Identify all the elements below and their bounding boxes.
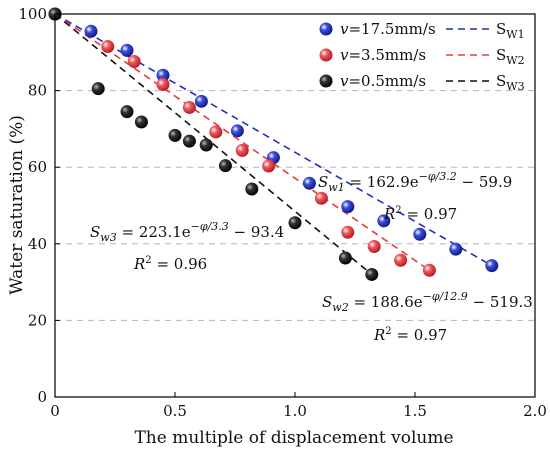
series-0-point-7 — [302, 176, 316, 190]
x-tick-label-2: 1.0 — [283, 402, 307, 420]
series-1-point-2 — [127, 54, 141, 68]
y-axis-title: Water saturation (%) — [7, 115, 27, 295]
x-tick-label-4: 2.0 — [523, 402, 547, 420]
series-2-point-6 — [199, 138, 213, 152]
annotation-w2: Sw2 = 188.6e−φ/12.9 − 519.3 R2 = 0.97 — [322, 290, 533, 344]
x-tick-label-1: 0.5 — [163, 402, 187, 420]
series-1-point-6 — [235, 143, 249, 157]
series-2-point-3 — [134, 115, 148, 129]
tick-labels: 0 0.5 1.0 1.5 2.0 0 20 40 60 80 100 — [18, 5, 547, 420]
axes — [54, 13, 536, 398]
annotation-w1-equation: Sw1 = 162.9e−φ/3.2 − 59.9 — [318, 170, 512, 194]
series-1-point-7 — [262, 159, 276, 173]
x-tick-label-3: 1.5 — [403, 402, 427, 420]
annotation-w3-r2: R2 = 0.96 — [133, 255, 207, 273]
annotation-w2-equation: Sw2 = 188.6e−φ/12.9 − 519.3 — [322, 290, 533, 314]
y-tick-label-3: 60 — [28, 158, 47, 176]
annotation-w1-r2: R2 = 0.97 — [383, 205, 457, 223]
fit-line-sw2 — [54, 13, 430, 271]
series-1-point-9 — [341, 225, 355, 239]
series-1-point-4 — [182, 100, 196, 114]
series-1-point-10 — [367, 239, 381, 253]
series-0-point-10 — [413, 227, 427, 241]
annotation-w3-equation: Sw3 = 223.1e−φ/3.3 − 93.4 — [90, 220, 284, 244]
series-2-point-2 — [120, 105, 134, 119]
series-2-point-9 — [288, 216, 302, 230]
legend: v=17.5mm/s SW1 v=3.5mm/s SW2 v=0.5mm/s SW3 — [319, 20, 525, 93]
series-2-point-1 — [91, 82, 105, 96]
series-0-point-3 — [156, 68, 170, 82]
series-2-point-10 — [338, 251, 352, 265]
series-1-point-8 — [314, 191, 328, 205]
series-2-point-11 — [365, 267, 379, 281]
legend-label-2: v=0.5mm/s — [340, 72, 426, 90]
annotation-w2-r2: R2 = 0.97 — [373, 326, 447, 344]
y-tick-label-1: 20 — [28, 311, 47, 329]
x-tick-label-0: 0 — [50, 402, 60, 420]
series-2-point-4 — [168, 128, 182, 142]
series-1-point-1 — [101, 40, 115, 54]
series-0-point-12 — [485, 259, 499, 273]
legend-fit-label-0: SW1 — [496, 20, 525, 41]
legend-marker-1 — [319, 48, 333, 62]
series-1-point-11 — [394, 253, 408, 267]
series-0-point-8 — [341, 200, 355, 214]
series-1-point-3 — [156, 77, 170, 91]
series-2-point-7 — [218, 159, 232, 173]
series-1-point-12 — [422, 263, 436, 277]
legend-label-0: v=17.5mm/s — [340, 20, 436, 38]
grid-lines — [55, 90, 535, 321]
legend-fit-label-1: SW2 — [496, 46, 525, 67]
series-0-point-4 — [194, 94, 208, 108]
series-2-point-8 — [245, 182, 259, 196]
series-0-point-11 — [449, 242, 463, 256]
y-tick-label-2: 40 — [28, 235, 47, 253]
legend-marker-0 — [319, 22, 333, 36]
series-0-point-2 — [120, 43, 134, 57]
y-tick-label-5: 100 — [18, 5, 47, 23]
plot-frame — [54, 13, 536, 398]
series-2-point-5 — [182, 134, 196, 148]
fit-line-sw3 — [54, 13, 373, 276]
annotation-w1: Sw1 = 162.9e−φ/3.2 − 59.9 R2 = 0.97 — [318, 170, 512, 223]
legend-marker-2 — [319, 74, 333, 88]
legend-label-1: v=3.5mm/s — [340, 46, 426, 64]
series-0-point-1 — [84, 24, 98, 38]
y-tick-label-4: 80 — [28, 82, 47, 100]
x-axis-title: The multiple of displacement volume — [134, 428, 453, 448]
series-1-point-5 — [209, 125, 223, 139]
series-0-point-5 — [230, 124, 244, 138]
series-0-point-9 — [377, 214, 391, 228]
y-tick-label-0: 0 — [37, 388, 47, 406]
annotation-w3: Sw3 = 223.1e−φ/3.3 − 93.4 R2 = 0.96 — [90, 220, 284, 273]
legend-fit-label-2: SW3 — [496, 72, 525, 93]
